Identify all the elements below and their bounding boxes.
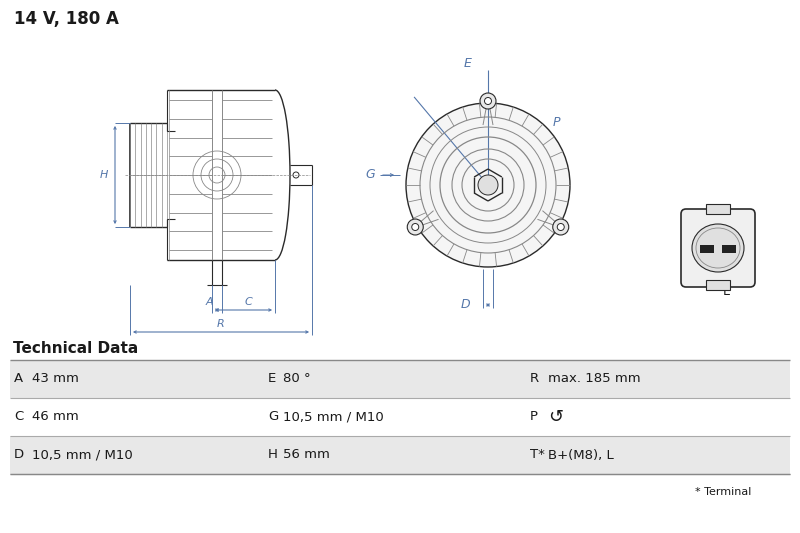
- Bar: [722, 245, 736, 253]
- Circle shape: [478, 175, 498, 195]
- Bar: [10, 436, 790, 474]
- Text: E: E: [464, 57, 472, 70]
- Text: 10,5 mm / M10: 10,5 mm / M10: [32, 448, 133, 462]
- FancyBboxPatch shape: [681, 209, 755, 287]
- Text: 10,5 mm / M10: 10,5 mm / M10: [283, 410, 384, 424]
- Text: L: L: [723, 285, 730, 298]
- Text: 43 mm: 43 mm: [32, 373, 79, 385]
- Text: Technical Data: Technical Data: [13, 341, 138, 356]
- Text: 46 mm: 46 mm: [32, 410, 78, 424]
- Circle shape: [412, 223, 418, 230]
- Text: C: C: [14, 410, 23, 424]
- Bar: [700, 245, 714, 253]
- Ellipse shape: [692, 224, 744, 272]
- Text: 14 V, 180 A: 14 V, 180 A: [14, 10, 119, 28]
- Circle shape: [406, 103, 570, 267]
- Text: A: A: [205, 297, 213, 307]
- Text: G: G: [366, 168, 375, 182]
- Text: T*: T*: [530, 448, 545, 462]
- Bar: [706, 204, 730, 214]
- Text: G: G: [268, 410, 278, 424]
- Text: R: R: [217, 319, 225, 329]
- Text: max. 185 mm: max. 185 mm: [548, 373, 641, 385]
- Text: C: C: [245, 297, 252, 307]
- Bar: [10, 360, 790, 398]
- Circle shape: [558, 223, 564, 230]
- Text: 80 °: 80 °: [283, 373, 310, 385]
- Text: R: R: [530, 373, 539, 385]
- Text: D: D: [14, 448, 24, 462]
- Circle shape: [480, 93, 496, 109]
- Bar: [706, 280, 730, 290]
- Text: A: A: [14, 373, 23, 385]
- Text: D: D: [460, 298, 470, 311]
- Text: B+(M8), L: B+(M8), L: [548, 448, 614, 462]
- Circle shape: [553, 219, 569, 235]
- Text: E: E: [268, 373, 276, 385]
- Circle shape: [485, 98, 491, 104]
- Text: * Terminal: * Terminal: [695, 487, 751, 497]
- Bar: [10, 398, 790, 436]
- Text: P: P: [530, 410, 538, 424]
- Text: H: H: [268, 448, 278, 462]
- Text: ↺: ↺: [548, 408, 563, 426]
- Text: P: P: [553, 117, 561, 130]
- Text: H: H: [100, 170, 108, 180]
- Text: 56 mm: 56 mm: [283, 448, 330, 462]
- Circle shape: [407, 219, 423, 235]
